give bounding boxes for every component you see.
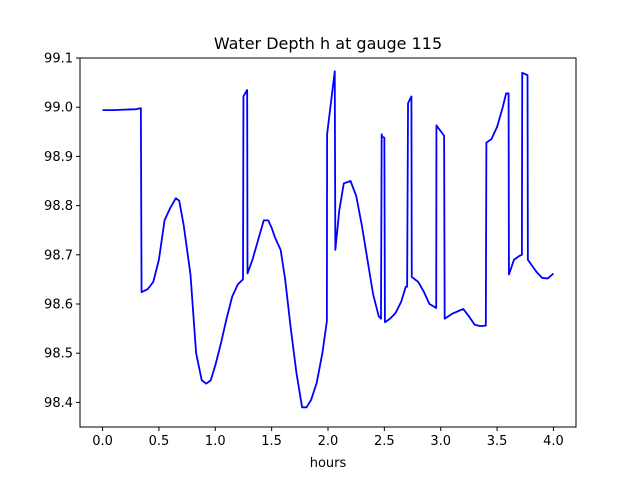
x-tick-label: 0.0 xyxy=(92,434,113,449)
y-tick-label: 99.0 xyxy=(44,101,73,116)
plot-series-group xyxy=(102,70,555,409)
x-axis-ticks: 0.0 0.5 1.0 1.5 2.0 2.5 3.0 3.5 4.0 xyxy=(92,427,564,449)
series-line-0 xyxy=(102,70,555,409)
x-axis-title: hours xyxy=(310,456,347,471)
chart-title: Water Depth h at gauge 115 xyxy=(214,34,442,53)
x-tick-label: 3.0 xyxy=(430,434,451,449)
x-tick-label: 2.5 xyxy=(374,434,395,449)
x-tick-label: 1.0 xyxy=(205,434,226,449)
y-tick-label: 99.1 xyxy=(44,52,73,67)
x-tick-label: 3.5 xyxy=(487,434,508,449)
y-tick-label: 98.6 xyxy=(44,298,73,313)
x-tick-label: 1.5 xyxy=(261,434,282,449)
y-axis-ticks: 98.4 98.5 98.6 98.7 98.8 98.9 99.0 99.1 xyxy=(44,52,80,411)
y-tick-label: 98.5 xyxy=(44,347,73,362)
y-tick-label: 98.8 xyxy=(44,199,73,214)
x-tick-label: 0.5 xyxy=(149,434,170,449)
y-tick-label: 98.9 xyxy=(44,150,73,165)
y-tick-label: 98.4 xyxy=(44,396,73,411)
x-tick-label: 2.0 xyxy=(318,434,339,449)
y-tick-label: 98.7 xyxy=(44,248,73,263)
x-tick-label: 4.0 xyxy=(543,434,564,449)
